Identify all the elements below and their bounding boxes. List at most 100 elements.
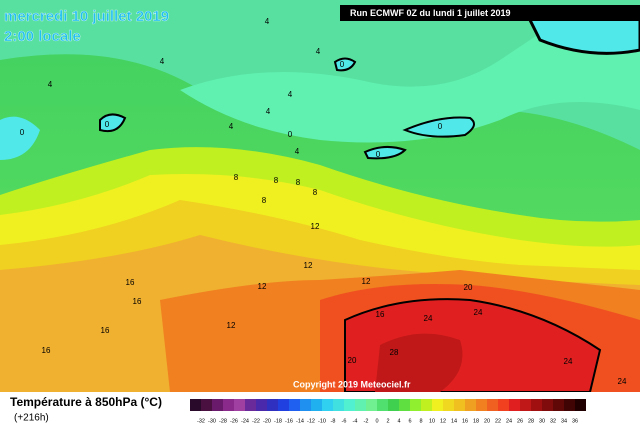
scale-label: -28 — [219, 418, 227, 424]
legend-title: Température à 850hPa (°C) — [10, 395, 162, 409]
contour-label: 4 — [265, 17, 270, 26]
run-info: Run ECMWF 0Z du lundi 1 juillet 2019 — [350, 8, 511, 18]
scale-label: -12 — [307, 418, 315, 424]
scale-label: -8 — [331, 418, 336, 424]
scale-swatch — [190, 399, 201, 411]
contour-label: 20 — [348, 356, 357, 365]
scale-label: -2 — [364, 418, 369, 424]
scale-label: 16 — [462, 418, 468, 424]
scale-swatch — [344, 399, 355, 411]
scale-swatch — [289, 399, 300, 411]
scale-swatch — [212, 399, 223, 411]
forecast-lead: (+216h) — [14, 413, 49, 424]
scale-label: -22 — [252, 418, 260, 424]
scale-swatch — [234, 399, 245, 411]
contour-label: 4 — [48, 80, 53, 89]
scale-label: -16 — [285, 418, 293, 424]
contour-label: 8 — [296, 178, 301, 187]
contour-label: 4 — [295, 147, 300, 156]
contour-label: 16 — [101, 326, 110, 335]
scale-label: 10 — [429, 418, 435, 424]
contour-label: 8 — [234, 173, 239, 182]
scale-label: 18 — [473, 418, 479, 424]
scale-swatch — [553, 399, 564, 411]
scale-label: 28 — [528, 418, 534, 424]
contour-label: 12 — [258, 282, 267, 291]
copyright: Copyright 2019 Meteociel.fr — [293, 379, 411, 389]
contour-label: 16 — [376, 310, 385, 319]
contour-label: 4 — [266, 107, 271, 116]
contour-label: 24 — [564, 357, 573, 366]
scale-swatch — [355, 399, 366, 411]
contour-label: 8 — [274, 176, 279, 185]
contour-label: 4 — [288, 90, 293, 99]
scale-swatch — [399, 399, 410, 411]
contour-label: 12 — [227, 321, 236, 330]
scale-swatch — [256, 399, 267, 411]
scale-swatch — [564, 399, 575, 411]
scale-swatch — [498, 399, 509, 411]
scale-label: 24 — [506, 418, 512, 424]
contour-label: 8 — [313, 188, 318, 197]
scale-label: 14 — [451, 418, 457, 424]
contour-label: 0 — [288, 130, 293, 139]
contour-label: 24 — [474, 308, 483, 317]
contour-label: 4 — [316, 47, 321, 56]
contour-label: 4 — [160, 57, 165, 66]
scale-swatch — [465, 399, 476, 411]
scale-label: 22 — [495, 418, 501, 424]
contour-label: 12 — [362, 277, 371, 286]
scale-swatch — [520, 399, 531, 411]
scale-swatch — [421, 399, 432, 411]
scale-label: -26 — [230, 418, 238, 424]
scale-label: -14 — [296, 418, 304, 424]
contour-label: 8 — [262, 196, 267, 205]
run-banner: Run ECMWF 0Z du lundi 1 juillet 2019 — [340, 5, 640, 21]
scale-swatch — [454, 399, 465, 411]
scale-label: 26 — [517, 418, 523, 424]
scale-swatch — [300, 399, 311, 411]
scale-swatch — [366, 399, 377, 411]
contour-label: 16 — [133, 297, 142, 306]
scale-swatch — [245, 399, 256, 411]
scale-label: 32 — [550, 418, 556, 424]
scale-label: 30 — [539, 418, 545, 424]
contour-label: 0 — [105, 120, 110, 129]
scale-label: 20 — [484, 418, 490, 424]
scale-swatch — [278, 399, 289, 411]
scale-label: -30 — [208, 418, 216, 424]
scale-label: 2 — [386, 418, 389, 424]
contour-label: 12 — [304, 261, 313, 270]
map-background — [0, 0, 640, 393]
map-date: mercredi 10 juillet 2019 — [4, 8, 169, 25]
scale-swatch — [201, 399, 212, 411]
scale-swatch — [333, 399, 344, 411]
contour-label: 0 — [438, 122, 443, 131]
scale-label: -20 — [263, 418, 271, 424]
scale-label: 36 — [572, 418, 578, 424]
scale-swatch — [322, 399, 333, 411]
scale-swatch — [311, 399, 322, 411]
scale-swatch — [531, 399, 542, 411]
scale-label: 0 — [375, 418, 378, 424]
contour-label: 28 — [390, 348, 399, 357]
scale-swatch — [443, 399, 454, 411]
scale-swatch — [267, 399, 278, 411]
scale-swatch — [575, 399, 586, 411]
scale-swatch — [388, 399, 399, 411]
contour-label: 24 — [424, 314, 433, 323]
scale-label: -10 — [318, 418, 326, 424]
scale-label: -6 — [342, 418, 347, 424]
scale-swatch — [476, 399, 487, 411]
contour-label: 12 — [311, 222, 320, 231]
contour-label: 16 — [42, 346, 51, 355]
scale-swatch — [487, 399, 498, 411]
scale-swatch — [377, 399, 388, 411]
scale-label: -24 — [241, 418, 249, 424]
scale-label: 6 — [408, 418, 411, 424]
scale-swatch — [542, 399, 553, 411]
scale-label: -32 — [197, 418, 205, 424]
scale-label: 8 — [419, 418, 422, 424]
scale-swatch — [432, 399, 443, 411]
